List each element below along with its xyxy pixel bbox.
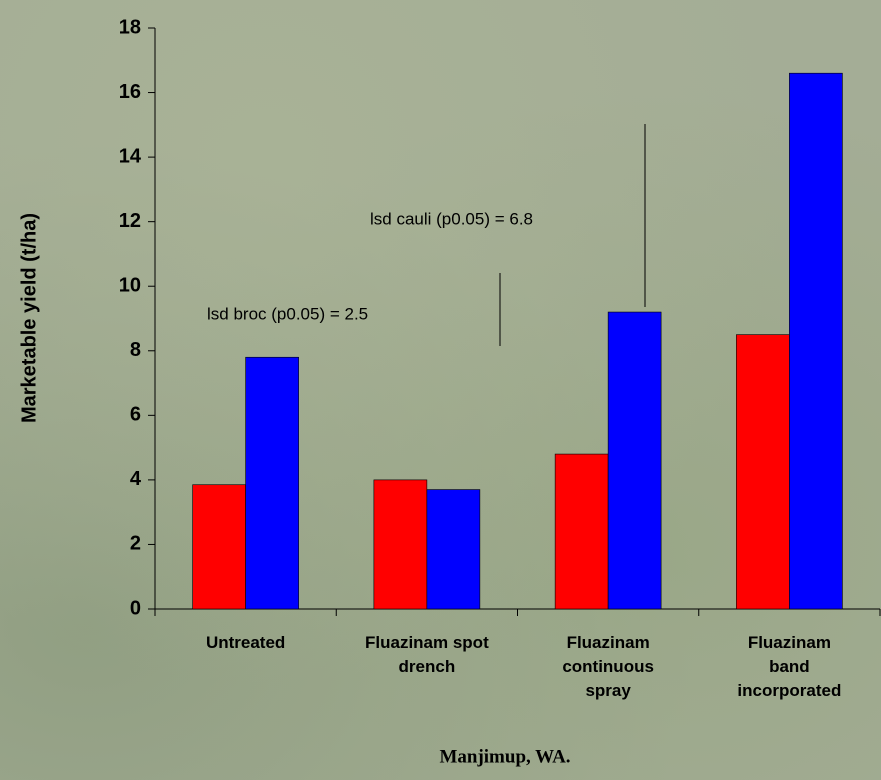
y-tick-label: 14 (119, 145, 142, 167)
y-tick-label: 10 (119, 275, 141, 297)
bar (607, 311, 662, 610)
y-tick-label: 8 (130, 339, 141, 361)
bar (789, 72, 843, 610)
y-tick-label: 2 (130, 533, 141, 555)
y-tick-label: 18 (119, 16, 141, 38)
x-tick-label: Fluazinam band incorporated (737, 633, 842, 700)
bar (426, 489, 481, 610)
bar (554, 453, 609, 610)
y-tick-label: 4 (130, 468, 142, 490)
x-tick-label: Untreated (205, 633, 286, 652)
y-axis-title: Marketable yield (t/ha) (18, 213, 40, 423)
y-tick-label: 16 (119, 81, 141, 103)
x-tick-label: Fluazinam continuous spray (562, 633, 654, 700)
x-tick-label: Fluazinam spot drench (365, 633, 489, 676)
bar (736, 334, 790, 610)
bar (373, 479, 428, 610)
annotation: lsd broc (p0.05) = 2.5 (207, 304, 368, 323)
annotation: lsd cauli (p0.05) = 6.8 (370, 209, 533, 228)
bar (245, 356, 299, 610)
bar (192, 484, 246, 610)
y-tick-label: 0 (130, 597, 141, 619)
y-tick-label: 12 (119, 210, 141, 232)
y-tick-label: 6 (130, 404, 141, 426)
x-axis-title: Manjimup, WA. (439, 746, 570, 767)
